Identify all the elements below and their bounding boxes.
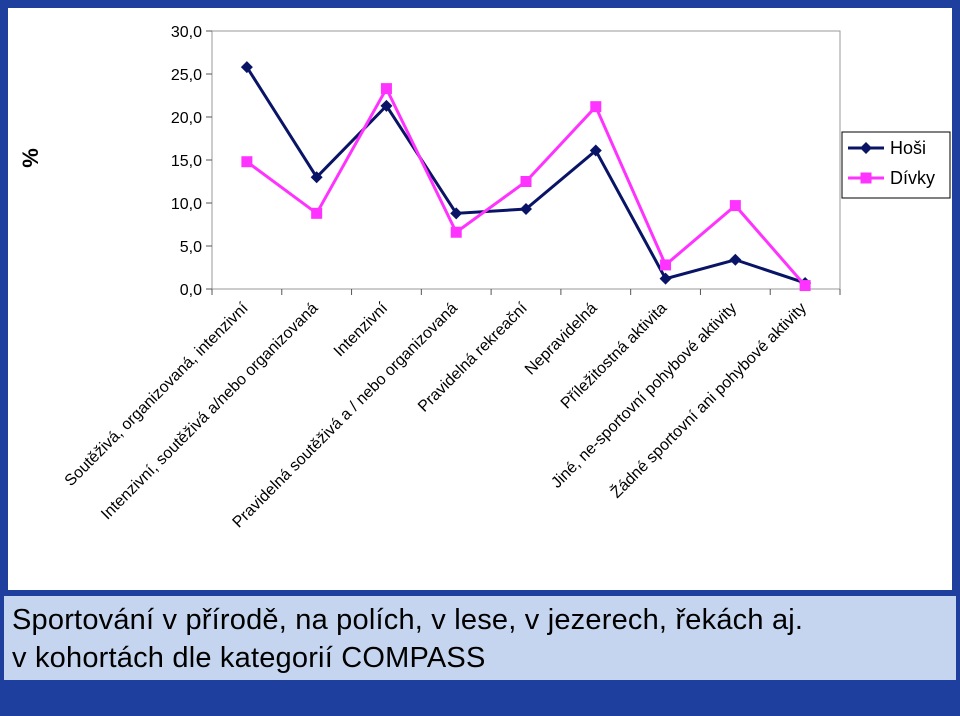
- data-point-square: [311, 207, 323, 219]
- data-point-square: [380, 83, 392, 95]
- data-point-square: [450, 226, 462, 238]
- data-point-diamond: [520, 203, 532, 216]
- series-line-1: [245, 66, 806, 285]
- data-point-diamond: [659, 272, 672, 285]
- data-point-square: [241, 156, 253, 168]
- data-point-diamond: [589, 144, 602, 157]
- y-tick-label: 25,0: [171, 67, 202, 84]
- data-point-diamond: [380, 99, 393, 112]
- series-line-2: [245, 85, 807, 287]
- y-tick-label: 15,0: [171, 153, 202, 170]
- data-point-diamond: [240, 61, 253, 74]
- data-point-square: [520, 176, 532, 187]
- y-tick-label: 5,0: [180, 239, 202, 256]
- data-point-diamond: [450, 207, 463, 220]
- data-point-square: [729, 200, 741, 212]
- data-point-square: [799, 280, 811, 292]
- y-axis-ticks: 30,0 25,0 20,0 15,0 10,0 5,0 0,0: [171, 24, 212, 299]
- x-axis-labels: Soutěživá, organizovaná, intenzivníInten…: [62, 298, 810, 531]
- x-category-label: Nepravidelná: [522, 300, 601, 379]
- y-axis-label: %: [18, 148, 43, 168]
- y-tick-label: 20,0: [171, 110, 202, 127]
- bottom-strip: [0, 684, 960, 716]
- legend-label: Dívky: [890, 168, 935, 188]
- data-point-diamond: [310, 171, 323, 184]
- legend-label: Hoši: [890, 138, 926, 158]
- chart-panel: % 30,0 25,0 20,0 15,0 10,0 5,0 0,0 Soutěživá, …: [8, 8, 952, 590]
- caption-line-2: v kohortách dle kategorií COMPASS: [12, 642, 486, 674]
- line-chart: % 30,0 25,0 20,0 15,0 10,0 5,0 0,0 Soutěživá, …: [18, 24, 951, 531]
- series-layer: [240, 61, 812, 292]
- caption-box: Sportování v přírodě, na polích, v lese,…: [4, 596, 956, 680]
- legend-marker-diamond: [860, 142, 872, 154]
- data-point-diamond: [729, 253, 742, 266]
- data-point-square: [590, 101, 602, 113]
- legend-box: [841, 131, 951, 199]
- y-tick-label: 10,0: [171, 196, 202, 213]
- legend: Hoši Dívky: [841, 131, 951, 199]
- data-point-square: [660, 259, 672, 271]
- y-tick-label: 0,0: [180, 282, 202, 299]
- caption-line-1: Sportování v přírodě, na polích, v lese,…: [12, 604, 804, 636]
- legend-marker-square: [860, 172, 872, 184]
- y-tick-label: 30,0: [171, 24, 202, 41]
- x-category-label: Intenzivní: [331, 299, 392, 360]
- x-axis-ticks: [211, 289, 841, 295]
